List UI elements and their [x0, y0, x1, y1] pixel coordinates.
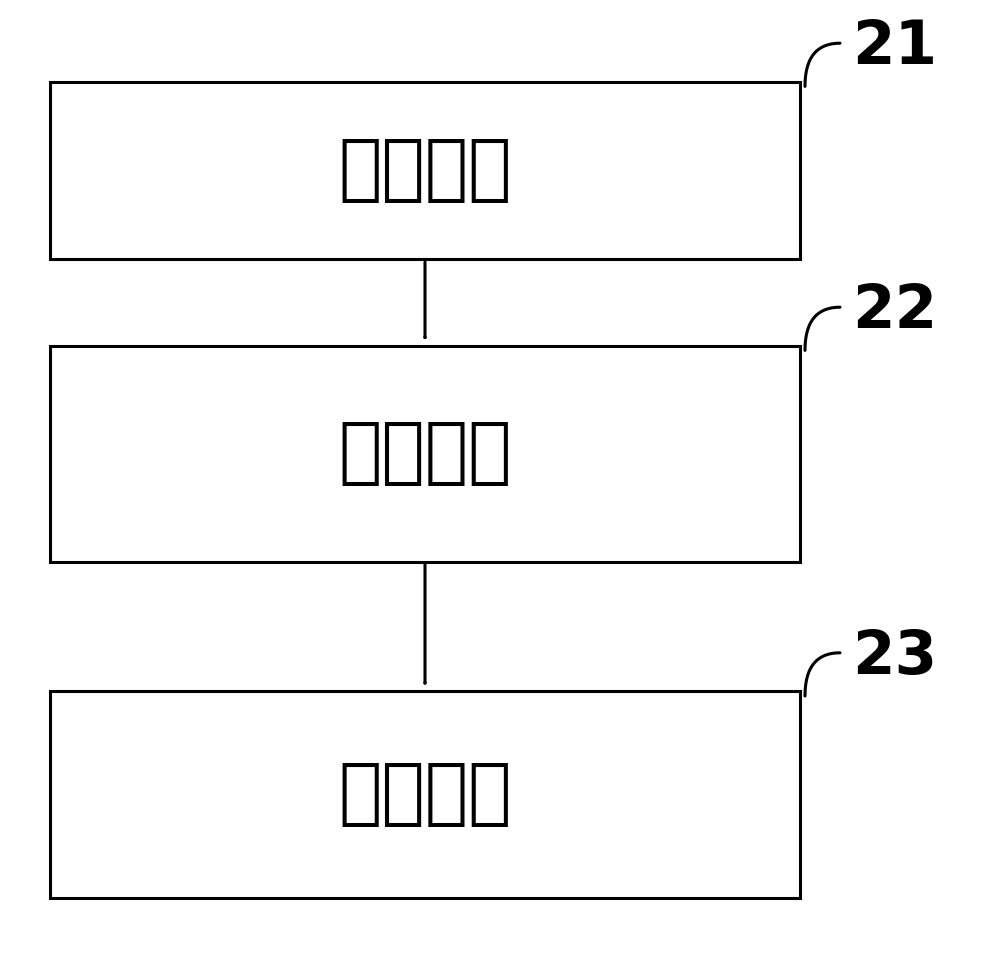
Text: 确定单元: 确定单元 — [338, 760, 512, 828]
Text: 21: 21 — [852, 18, 938, 78]
Text: 23: 23 — [852, 628, 938, 687]
Text: 22: 22 — [852, 282, 938, 342]
Bar — [50, 346, 800, 562]
Text: 控制单元: 控制单元 — [338, 420, 512, 488]
Bar — [50, 82, 800, 259]
Text: 获取单元: 获取单元 — [338, 136, 512, 204]
Bar — [50, 691, 800, 898]
